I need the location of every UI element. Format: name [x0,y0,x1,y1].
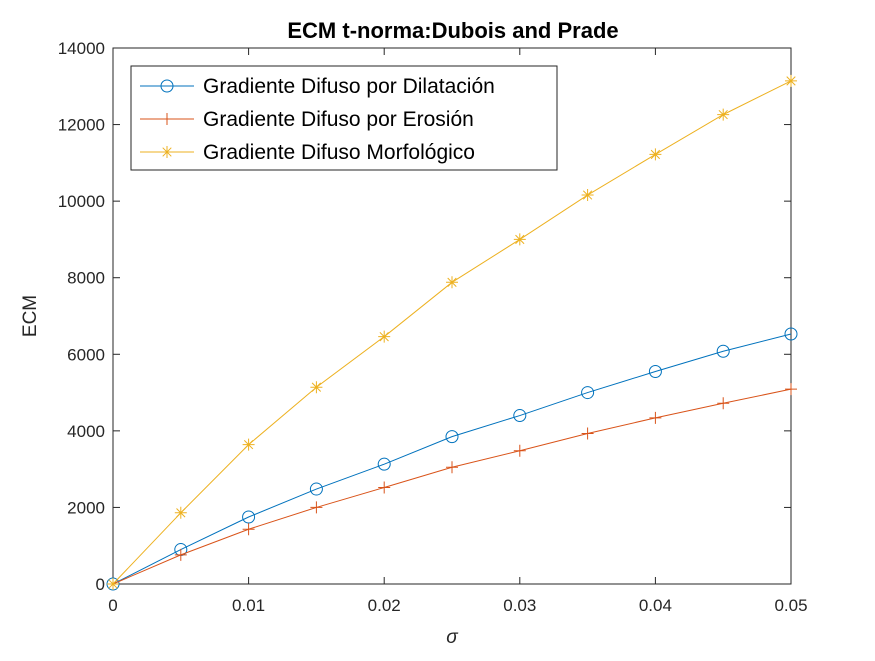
x-tick-label: 0.01 [232,596,265,615]
series-2-point [446,461,458,474]
legend-label: Gradiente Difuso por Dilatación [203,75,495,98]
series-3-point [242,438,255,451]
y-tick-label: 14000 [58,39,105,58]
series-2-point [785,383,797,396]
series-3-point [310,381,323,394]
y-tick-label: 8000 [67,269,105,288]
series-3-point [174,506,187,519]
series-2-point [242,523,255,536]
legend-swatch-marker [161,113,173,125]
series-1-point [242,510,256,524]
y-axis-ticks: 0 2000 4000 6000 8000 10000 12000 14000 [58,39,791,594]
series-2-point [310,501,323,514]
legend-label: Gradiente Difuso Morfológico [203,141,475,164]
series-2-point [717,397,730,410]
series-1-point [513,409,527,423]
legend-entry-1: Gradiente Difuso por Dilatación [140,75,495,98]
series-2-point [649,411,662,424]
x-tick-label: 0.05 [774,596,807,615]
series-2-point [513,444,526,457]
x-tick-label: 0.04 [639,596,672,615]
legend: Gradiente Difuso por Dilatación Gradiente… [130,65,558,171]
series-3-point [785,74,797,87]
legend-entry-3: Gradiente Difuso Morfológico [140,141,475,164]
legend-swatch-marker [160,79,174,93]
series-layer [106,74,798,591]
chart-title: ECM t-norma:Dubois and Prade [287,18,618,43]
series-3-point [446,276,458,289]
x-axis-ticks: 0 0.01 0.02 0.03 0.04 0.05 [108,48,808,615]
legend-entry-2: Gradiente Difuso por Erosión [140,108,474,131]
series-1-point [648,365,662,379]
series-1-point [581,386,595,400]
legend-swatch-marker [161,146,173,158]
series-3-point [378,330,391,343]
series-1-point [784,327,798,341]
series-2-point [378,481,391,494]
y-tick-label: 4000 [67,422,105,441]
x-tick-label: 0 [108,596,117,615]
series-3-point [717,108,730,121]
series-3 [107,74,797,590]
legend-box [130,65,558,171]
series-3-point [649,148,662,161]
series-3-point [513,233,526,246]
series-3-point [107,578,119,590]
x-tick-label: 0.02 [368,596,401,615]
y-tick-label: 2000 [67,498,105,517]
x-axis-label: σ [446,627,459,648]
series-1-point [716,344,730,358]
x-tick-label: 0.03 [503,596,536,615]
series-2-point [174,548,187,561]
y-tick-label: 10000 [58,192,105,211]
series-1-point [445,430,459,444]
y-tick-label: 0 [96,575,105,594]
y-tick-label: 6000 [67,345,105,364]
series-1-line [112,333,792,585]
y-axis-label: ECM [20,295,41,337]
series-2-point [581,427,594,440]
series-3-point [581,189,594,202]
series-1-point [309,482,323,496]
y-tick-label: 12000 [58,116,105,135]
series-1 [106,327,798,591]
series-1-point [377,457,391,471]
legend-label: Gradiente Difuso por Erosión [203,108,474,131]
